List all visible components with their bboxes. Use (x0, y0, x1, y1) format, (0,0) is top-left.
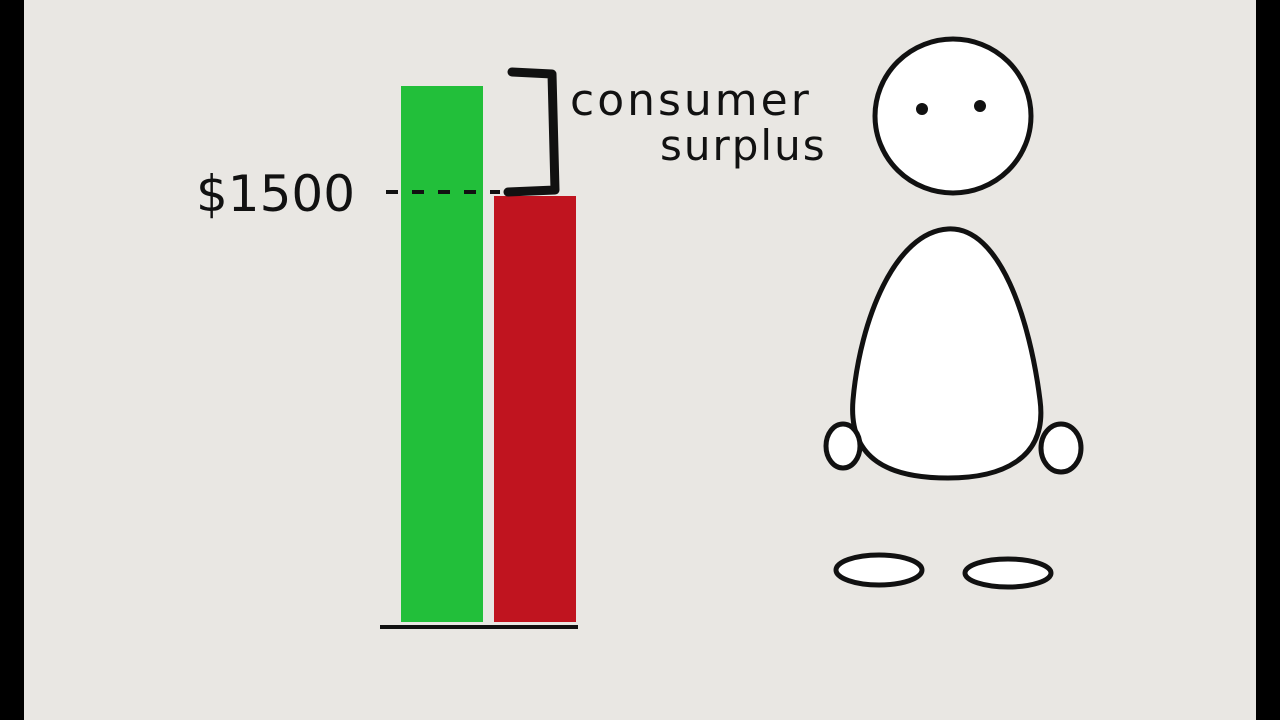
surplus-bracket (503, 67, 560, 197)
figure-head (872, 36, 1034, 196)
annotation-line1: consumer (570, 75, 812, 126)
green-bar (401, 86, 483, 622)
figure-eye-right (974, 100, 986, 112)
annotation-line2: surplus (660, 121, 827, 170)
figure-foot-right (962, 556, 1054, 590)
paper-background (24, 0, 1256, 720)
figure-hand-right (1038, 421, 1084, 475)
price-label: $1500 (196, 165, 355, 223)
figure-eye-left (916, 103, 928, 115)
stick-figure (823, 36, 1084, 590)
figure-foot-left (833, 552, 925, 588)
figure-body (850, 226, 1044, 481)
figure-hand-left (823, 421, 863, 471)
red-bar (494, 196, 576, 622)
